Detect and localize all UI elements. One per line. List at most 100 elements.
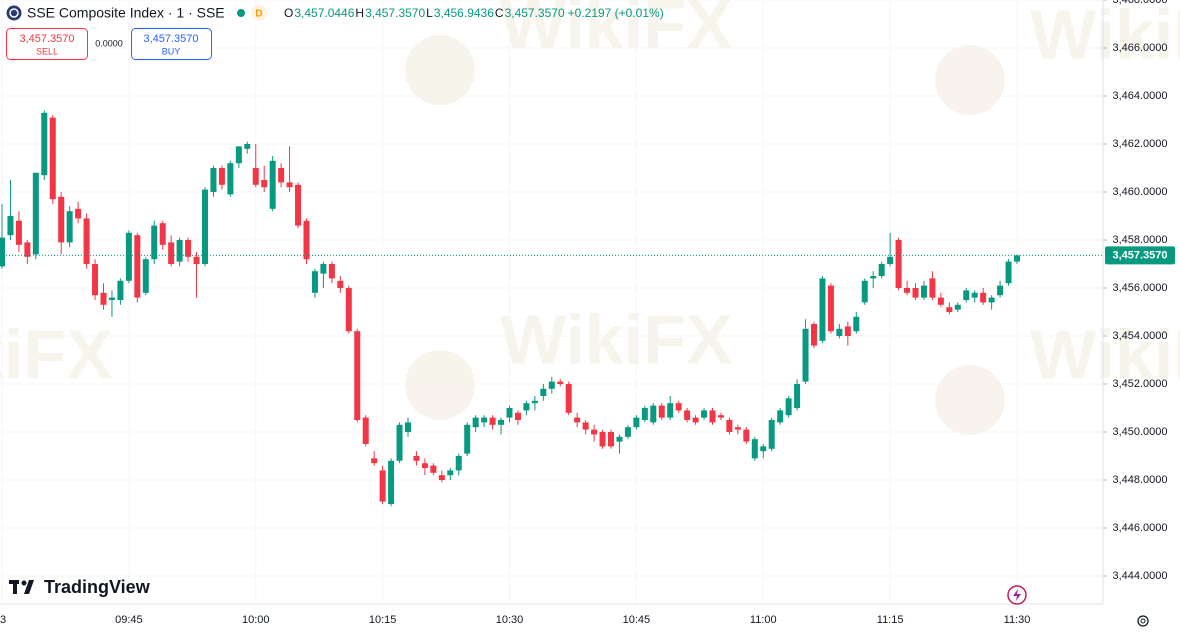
y-tick-label: 3,466.0000 bbox=[1112, 42, 1167, 54]
candle-body bbox=[303, 220, 310, 260]
ohlc-legend: O 3,457.0446 H 3,457.3570 L 3,456.9436 C 3,457.… bbox=[284, 6, 664, 20]
y-tick-label: 3,458.0000 bbox=[1112, 234, 1167, 246]
candle-body bbox=[252, 168, 259, 185]
ohlc-label: H bbox=[355, 6, 364, 20]
market-status-dot bbox=[237, 9, 245, 17]
candle-body bbox=[379, 470, 386, 502]
candle-body bbox=[591, 429, 598, 435]
candle-body bbox=[202, 189, 208, 264]
watermark: WikiFX bbox=[1030, 0, 1180, 73]
sell-button[interactable] bbox=[6, 28, 88, 60]
candle-body bbox=[125, 232, 132, 281]
candle-body bbox=[709, 410, 716, 423]
candle-body bbox=[751, 439, 758, 459]
x-tick-label: 10:30 bbox=[496, 614, 524, 626]
candle-body bbox=[15, 220, 22, 245]
candle-body bbox=[41, 112, 48, 176]
buy-price[interactable]: 3,457.3570 bbox=[143, 33, 198, 45]
ohlc-value: 3,457.0446 bbox=[294, 6, 354, 20]
alert-icon[interactable] bbox=[1007, 585, 1027, 605]
candle-body bbox=[430, 465, 437, 473]
candle-body bbox=[261, 180, 268, 188]
candle-body bbox=[641, 408, 648, 420]
candle-body bbox=[785, 398, 792, 416]
candle-body bbox=[506, 408, 513, 418]
candle-body bbox=[0, 237, 5, 267]
x-tick-label: 10:45 bbox=[623, 614, 651, 626]
candle-body bbox=[438, 475, 445, 480]
watermark-logo bbox=[405, 35, 475, 105]
candle-body bbox=[455, 456, 462, 471]
candle-body bbox=[794, 384, 801, 408]
candle-body bbox=[726, 420, 733, 432]
candle-body bbox=[244, 144, 251, 149]
symbol-title[interactable]: SSE Composite Index · 1 · SSE bbox=[27, 5, 225, 21]
candle-body bbox=[887, 256, 894, 264]
candle-body bbox=[988, 297, 995, 303]
candle-body bbox=[134, 235, 141, 298]
logo-part bbox=[13, 580, 17, 594]
candle-body bbox=[32, 172, 39, 255]
candle-body bbox=[920, 285, 927, 298]
logo-part bbox=[24, 580, 34, 594]
y-tick-label: 3,468.0000 bbox=[1112, 0, 1167, 6]
settings-icon-center bbox=[1140, 618, 1146, 624]
watermark: WikiFX bbox=[1030, 315, 1180, 393]
candle-body bbox=[844, 326, 851, 336]
y-tick-label: 3,444.0000 bbox=[1112, 570, 1167, 582]
candle-body bbox=[608, 432, 614, 447]
candle-body bbox=[760, 446, 767, 452]
candle-body bbox=[185, 240, 192, 257]
candle-body bbox=[481, 417, 488, 423]
settings-icon[interactable] bbox=[1137, 615, 1149, 627]
candle-body bbox=[371, 458, 378, 464]
sell-label[interactable]: SELL bbox=[36, 46, 58, 56]
candle-body bbox=[295, 184, 302, 226]
interval-badge: D bbox=[255, 9, 262, 20]
x-tick-label: 11:00 bbox=[750, 614, 777, 626]
brand-name[interactable]: TradingView bbox=[44, 577, 151, 597]
y-tick-label: 3,452.0000 bbox=[1112, 378, 1167, 390]
candle-body bbox=[498, 420, 505, 425]
candle-body bbox=[159, 223, 166, 245]
candle-body bbox=[176, 240, 183, 262]
buy-button[interactable] bbox=[131, 28, 212, 60]
brand-logo[interactable]: TradingView bbox=[9, 577, 151, 597]
candle-body bbox=[345, 288, 352, 332]
sell-price[interactable]: 3,457.3570 bbox=[19, 33, 74, 45]
candle-body bbox=[75, 208, 82, 219]
candle-body bbox=[768, 420, 775, 449]
candle-body bbox=[464, 424, 471, 454]
x-tick-label: 10:15 bbox=[369, 614, 397, 626]
y-tick-label: 3,454.0000 bbox=[1112, 330, 1167, 342]
candle-body bbox=[946, 307, 953, 312]
candle-body bbox=[269, 160, 276, 209]
candle-body bbox=[286, 182, 293, 188]
candle-body bbox=[151, 225, 158, 260]
candle-body bbox=[7, 216, 14, 236]
candle-body bbox=[49, 117, 56, 200]
candle-body bbox=[675, 403, 682, 411]
candle-body bbox=[912, 288, 919, 298]
candle-body bbox=[811, 324, 817, 346]
candle-body bbox=[1005, 261, 1012, 284]
y-tick-label: 3,446.0000 bbox=[1112, 522, 1167, 534]
watermark: WikiFX bbox=[500, 300, 733, 378]
watermarks: WikiFX WikiFX WikiFX WikiFX WikiFX bbox=[0, 0, 1180, 435]
candle-body bbox=[692, 417, 699, 423]
symbol-icon bbox=[6, 5, 22, 21]
candle-body bbox=[362, 417, 369, 444]
candle-body bbox=[819, 278, 826, 341]
candle-body bbox=[514, 412, 521, 420]
buy-label[interactable]: BUY bbox=[162, 46, 181, 56]
candle-body bbox=[904, 288, 911, 293]
candle-body bbox=[227, 163, 234, 195]
candle-body bbox=[616, 436, 623, 442]
candle-body bbox=[210, 168, 217, 192]
candle-body bbox=[963, 290, 970, 300]
y-tick-label: 3,456.0000 bbox=[1112, 282, 1167, 294]
candle-body bbox=[413, 456, 420, 461]
watermark: WikiFX bbox=[0, 315, 113, 393]
symbol-icon-ring bbox=[9, 8, 19, 18]
